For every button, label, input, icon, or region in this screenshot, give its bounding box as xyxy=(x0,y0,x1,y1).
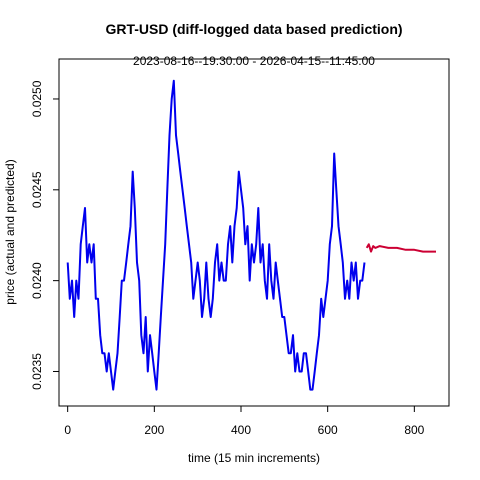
y-tick-label: 0.0235 xyxy=(30,353,44,390)
series-layer xyxy=(66,79,436,391)
actual-series-line xyxy=(66,79,366,391)
x-axis-label: time (15 min increments) xyxy=(188,451,320,465)
y-tick-label: 0.0245 xyxy=(30,171,44,208)
x-tick-label: 0 xyxy=(64,423,71,437)
x-tick-label: 800 xyxy=(404,423,424,437)
x-axis: 0 200 400 600 800 xyxy=(64,405,425,437)
x-tick-label: 200 xyxy=(144,423,164,437)
x-tick-label: 600 xyxy=(318,423,338,437)
chart-title: GRT-USD (diff-logged data based predicti… xyxy=(105,21,402,37)
y-axis: 0.0235 0.0240 0.0245 0.0250 xyxy=(30,80,60,390)
y-axis-label: price (actual and predicted) xyxy=(3,159,17,304)
y-tick-label: 0.0240 xyxy=(30,262,44,299)
predicted-series-line xyxy=(365,243,436,253)
y-tick-label: 0.0250 xyxy=(30,80,44,117)
x-tick-label: 400 xyxy=(231,423,251,437)
chart-subtitle: 2023-08-16--19:30:00 - 2026-04-15--11:45… xyxy=(133,54,375,68)
